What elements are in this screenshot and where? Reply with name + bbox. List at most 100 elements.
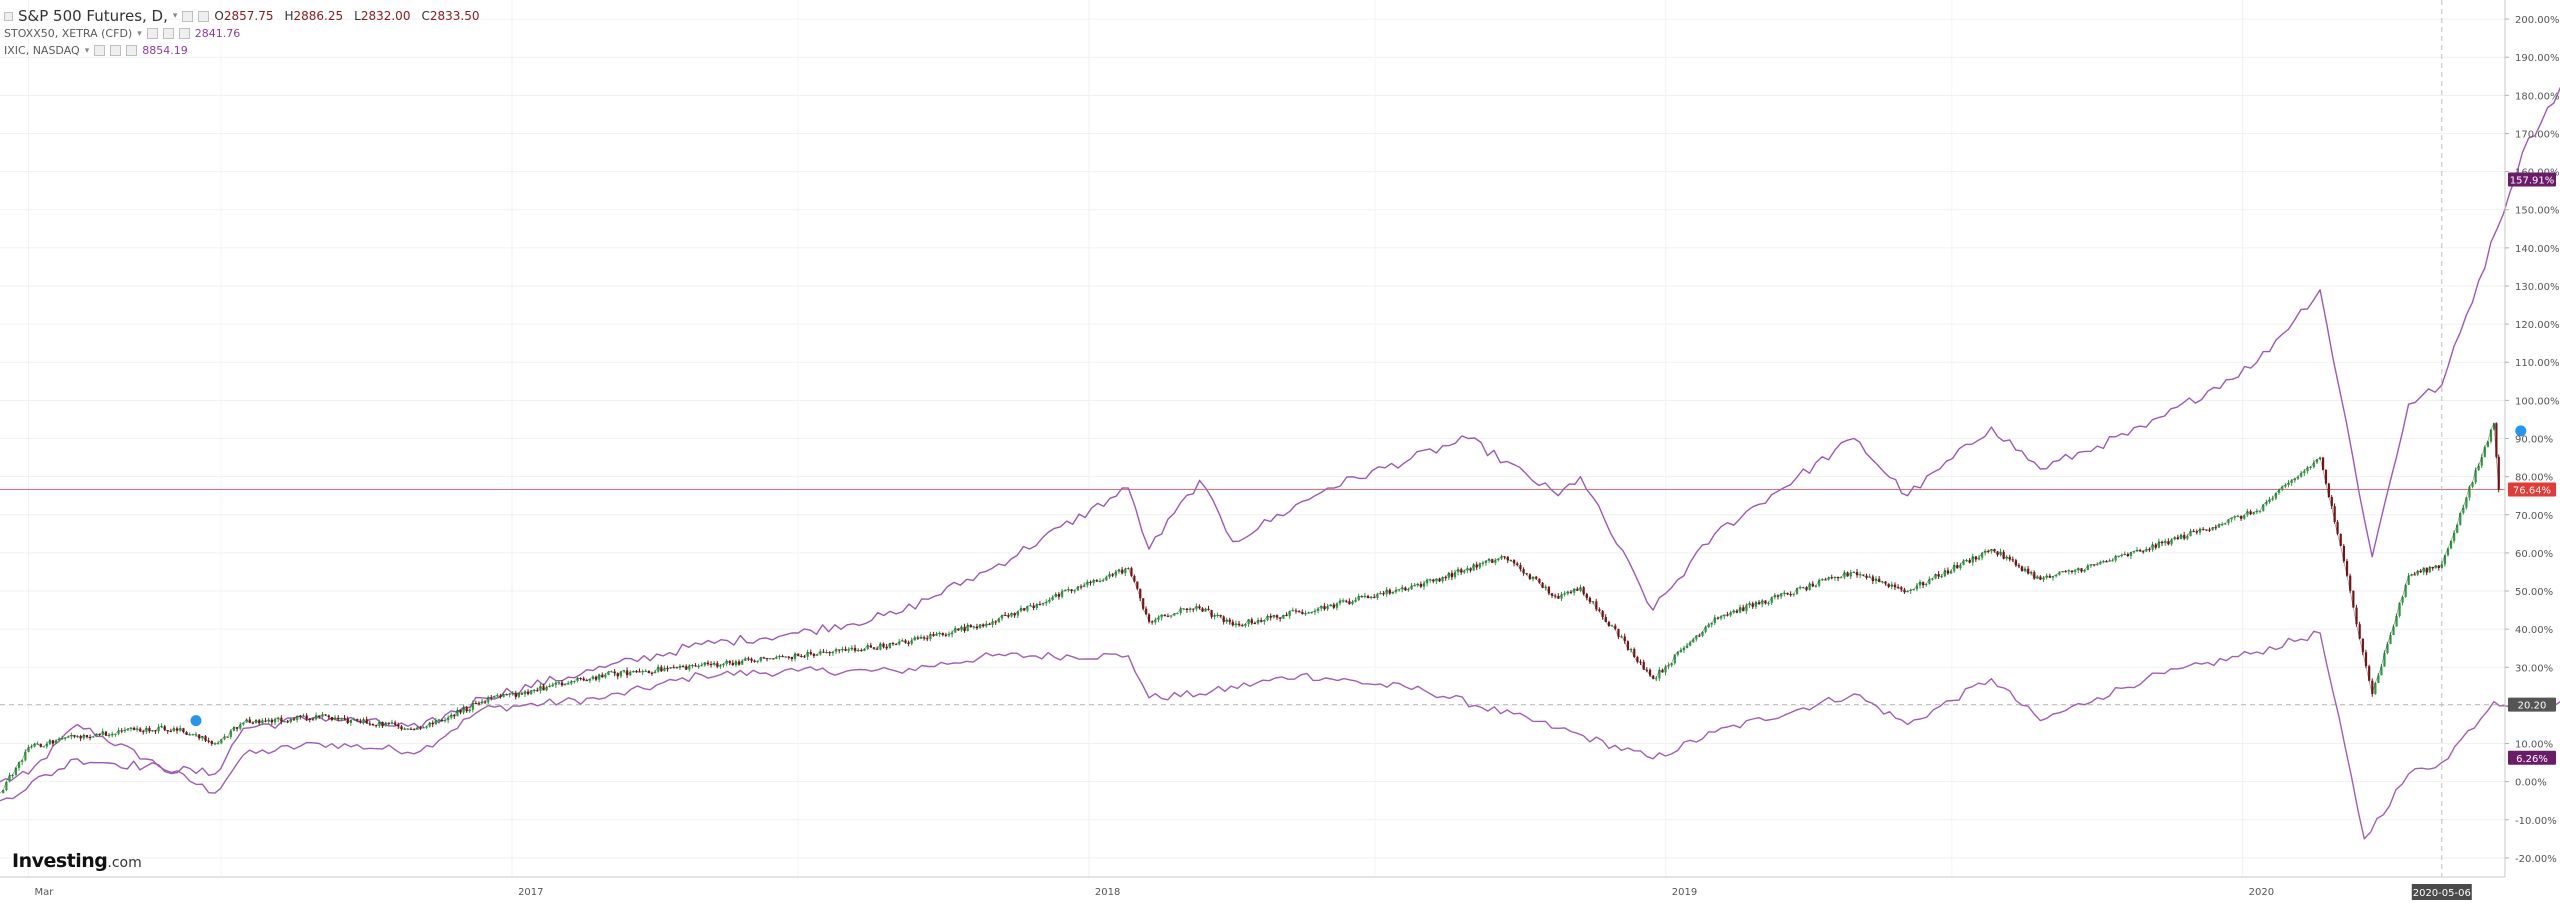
candle-body [2300, 473, 2303, 477]
candle-body [2401, 596, 2404, 603]
close-icon[interactable] [126, 45, 138, 56]
stoxx50-line [0, 630, 2560, 840]
overlay-symbol-nasdaq[interactable]: IXIC, NASDAQ [4, 44, 80, 57]
candle-body [944, 634, 948, 636]
candle-body [1332, 604, 1335, 608]
candle-body [1376, 594, 1379, 598]
candle-body [321, 714, 324, 717]
y-tick-label: -10.00% [2515, 816, 2557, 827]
chevron-down-icon[interactable]: ▾ [84, 45, 90, 56]
candle-body [315, 715, 318, 720]
candle-body [1023, 608, 1026, 611]
candle-body [1652, 675, 1655, 679]
legend-main[interactable]: S&P 500 Futures, D, ▾ O2857.75 H2886.25 … [4, 7, 485, 25]
event-markers[interactable] [189, 424, 2528, 728]
candle-body [1846, 572, 1849, 577]
candle-body [459, 709, 462, 713]
y-tick-label: 140.00% [2515, 244, 2560, 255]
collapse-legend-icon[interactable] [4, 11, 13, 21]
ohlc-high: H2886.25 [284, 9, 344, 23]
settings-icon[interactable] [198, 10, 210, 22]
candle-body [1859, 574, 1862, 576]
candle-body [2361, 638, 2364, 653]
candle-body [2161, 541, 2164, 544]
candle-body [850, 647, 854, 650]
settings-icon[interactable] [162, 28, 174, 39]
candle-body [1136, 581, 1139, 589]
candle-body [1786, 592, 1789, 595]
candle-body [346, 718, 349, 723]
candle-body [1811, 583, 1814, 587]
candle-body [425, 726, 428, 728]
candle-body [2074, 570, 2077, 572]
candle-body [1435, 578, 1438, 582]
candle-body [1780, 593, 1783, 597]
legend-overlay-nasdaq[interactable]: IXIC, NASDAQ ▾ 8854.19 [4, 44, 188, 57]
candle-body [2080, 568, 2083, 572]
candle-body [496, 695, 499, 697]
candle-body [255, 720, 258, 724]
candle-body [635, 671, 638, 673]
overlay-symbol-stoxx[interactable]: STOXX50, XETRA (CFD) [4, 27, 133, 40]
candle-body [866, 645, 869, 649]
candle-body [447, 717, 450, 721]
candle-body [1139, 588, 1142, 599]
visibility-toggle-icon[interactable] [94, 45, 106, 56]
candle-body [2281, 486, 2284, 490]
candle-body [1160, 614, 1163, 618]
main-symbol[interactable]: S&P 500 Futures, D, [18, 7, 168, 25]
candle-body [1198, 606, 1201, 609]
candle-body [2126, 554, 2130, 557]
candle-body [610, 671, 613, 673]
candle-body [2312, 462, 2315, 468]
candle-body [2042, 577, 2045, 580]
candle-body [1538, 578, 1541, 583]
event-marker[interactable] [189, 714, 203, 728]
candle-body [1720, 616, 1723, 619]
close-icon[interactable] [178, 28, 190, 39]
candle-body [337, 717, 340, 720]
candle-body [1971, 556, 1974, 563]
settings-icon[interactable] [110, 45, 122, 56]
chevron-down-icon[interactable]: ▾ [172, 11, 178, 21]
y-tick-label: 50.00% [2515, 587, 2553, 598]
candle-body [2324, 469, 2328, 484]
candle-body [2386, 644, 2389, 654]
visibility-toggle-icon[interactable] [182, 10, 194, 22]
candle-body [1576, 588, 1579, 591]
candle-body [1937, 574, 1940, 577]
time-axis[interactable]: Mar 2017 2018 2019 2020 2020-05-06 [34, 884, 2472, 900]
visibility-toggle-icon[interactable] [146, 28, 158, 39]
candle-body [1919, 581, 1922, 586]
candle-body [58, 738, 61, 741]
candle-body [27, 747, 30, 752]
candle-body [1426, 579, 1429, 584]
candle-body [1560, 594, 1563, 599]
legend-overlay-stoxx[interactable]: STOXX50, XETRA (CFD) ▾ 2841.76 [4, 27, 240, 40]
candle-body [1117, 569, 1121, 572]
candle-body [1419, 583, 1423, 587]
candle-body [854, 647, 857, 651]
candle-body [2413, 574, 2416, 576]
candle-body [2195, 531, 2199, 533]
candle-body [1519, 565, 1522, 570]
candle-body [1856, 571, 1859, 576]
candle-body [2471, 482, 2474, 487]
candle-body [2339, 533, 2342, 546]
candle-body [1163, 614, 1166, 616]
candle-body [778, 656, 781, 658]
candle-body [217, 743, 220, 745]
candle-body [1222, 616, 1225, 622]
chevron-down-icon[interactable]: ▾ [137, 28, 142, 39]
candle-body [1179, 608, 1182, 613]
candle-body [1335, 603, 1339, 608]
candle-body [1906, 591, 1909, 593]
candle-body [1925, 583, 1928, 586]
candle-body [242, 722, 245, 725]
candle-body [1488, 559, 1491, 561]
candle-body [1463, 570, 1466, 573]
candle-body [2465, 497, 2468, 508]
event-marker[interactable] [2514, 424, 2528, 438]
